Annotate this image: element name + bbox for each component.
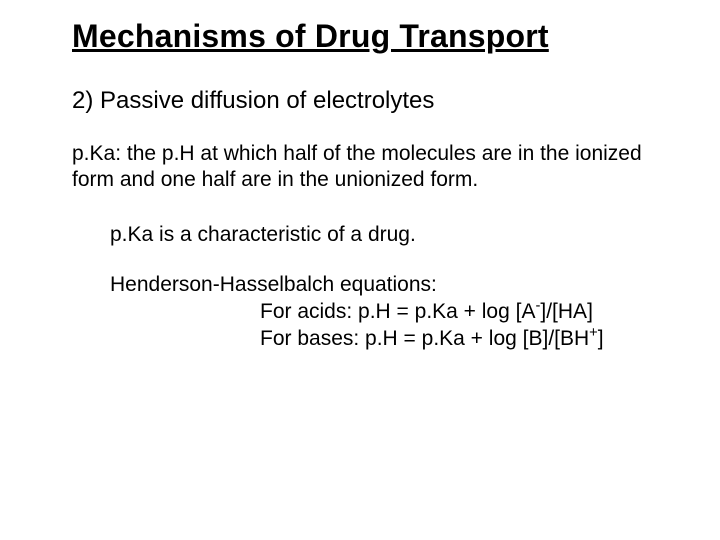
indented-body: p.Ka is a characteristic of a drug. Hend… <box>110 222 660 354</box>
pka-definition: p.Ka: the p.H at which half of the molec… <box>72 141 660 194</box>
section-subtitle: 2) Passive diffusion of electrolytes <box>72 87 660 115</box>
hh-heading: Henderson-Hasselbalch equations: <box>110 272 660 299</box>
pka-characteristic: p.Ka is a characteristic of a drug. <box>110 222 660 249</box>
hh-equation-bases: For bases: p.H = p.Ka + log [B]/[BH+] <box>260 326 660 353</box>
hh-equation-acids: For acids: p.H = p.Ka + log [A-]/[HA] <box>260 299 660 326</box>
slide-container: Mechanisms of Drug Transport 2) Passive … <box>0 0 720 540</box>
slide-title: Mechanisms of Drug Transport <box>72 18 660 55</box>
